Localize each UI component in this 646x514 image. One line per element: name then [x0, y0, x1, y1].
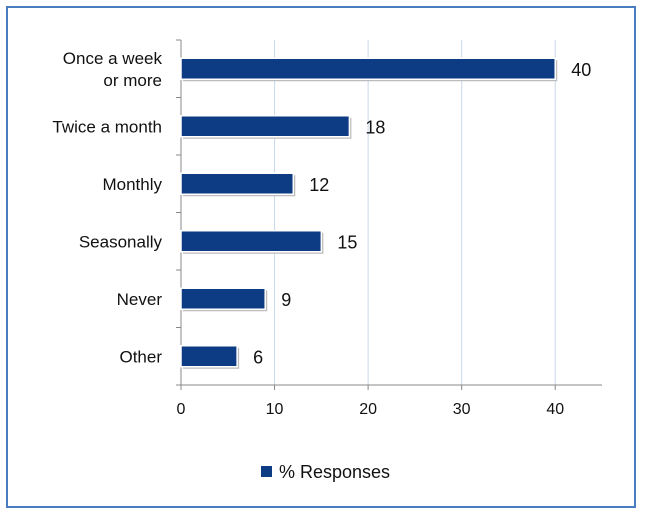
category-label: Monthly	[102, 175, 162, 194]
category-label-line: Once a week	[63, 49, 163, 68]
data-label: 6	[253, 347, 263, 367]
bar	[180, 172, 295, 195]
legend-label: % Responses	[279, 462, 390, 482]
data-label: 12	[309, 175, 329, 195]
category-label-line: or more	[103, 71, 162, 90]
category-label: Never	[117, 290, 163, 309]
bar	[180, 287, 266, 310]
category-label-line: Monthly	[102, 175, 162, 194]
chart-frame	[6, 6, 636, 508]
grid-lines	[274, 40, 556, 385]
legend: % Responses	[261, 462, 390, 482]
category-label-line: Seasonally	[79, 232, 163, 251]
bar	[180, 345, 238, 368]
x-tick-label: 0	[177, 401, 186, 418]
data-label: 40	[571, 60, 591, 80]
category-label: Once a week or more	[63, 49, 163, 90]
data-label: 9	[281, 290, 291, 310]
x-tick-label: 40	[546, 401, 564, 418]
labels: 0 10 20 30 40 40 Once a week or more 18 Twice a m…	[52, 49, 591, 418]
category-label-line: Twice a month	[52, 117, 162, 136]
category-label: Other	[119, 347, 162, 366]
bars	[180, 57, 558, 369]
category-label: Seasonally	[79, 232, 163, 251]
category-label: Twice a month	[52, 117, 162, 136]
bar	[180, 230, 323, 253]
x-tick-label: 10	[266, 401, 284, 418]
category-label-line: Never	[117, 290, 163, 309]
x-tick-label: 20	[359, 401, 377, 418]
legend-swatch	[261, 466, 272, 477]
data-label: 18	[365, 117, 385, 137]
bar	[180, 57, 556, 80]
data-label: 15	[337, 232, 357, 252]
category-label-line: Other	[119, 347, 162, 366]
x-tick-label: 30	[453, 401, 471, 418]
bar	[180, 115, 351, 138]
axes	[176, 39, 602, 390]
